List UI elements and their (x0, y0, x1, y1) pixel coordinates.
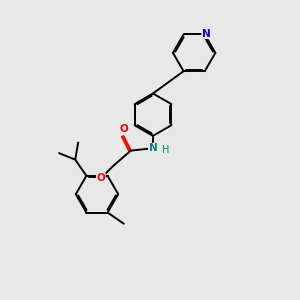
Text: H: H (162, 145, 169, 155)
Text: N: N (148, 143, 157, 153)
Text: O: O (119, 124, 128, 134)
Text: N: N (202, 28, 211, 39)
Text: O: O (97, 173, 105, 183)
